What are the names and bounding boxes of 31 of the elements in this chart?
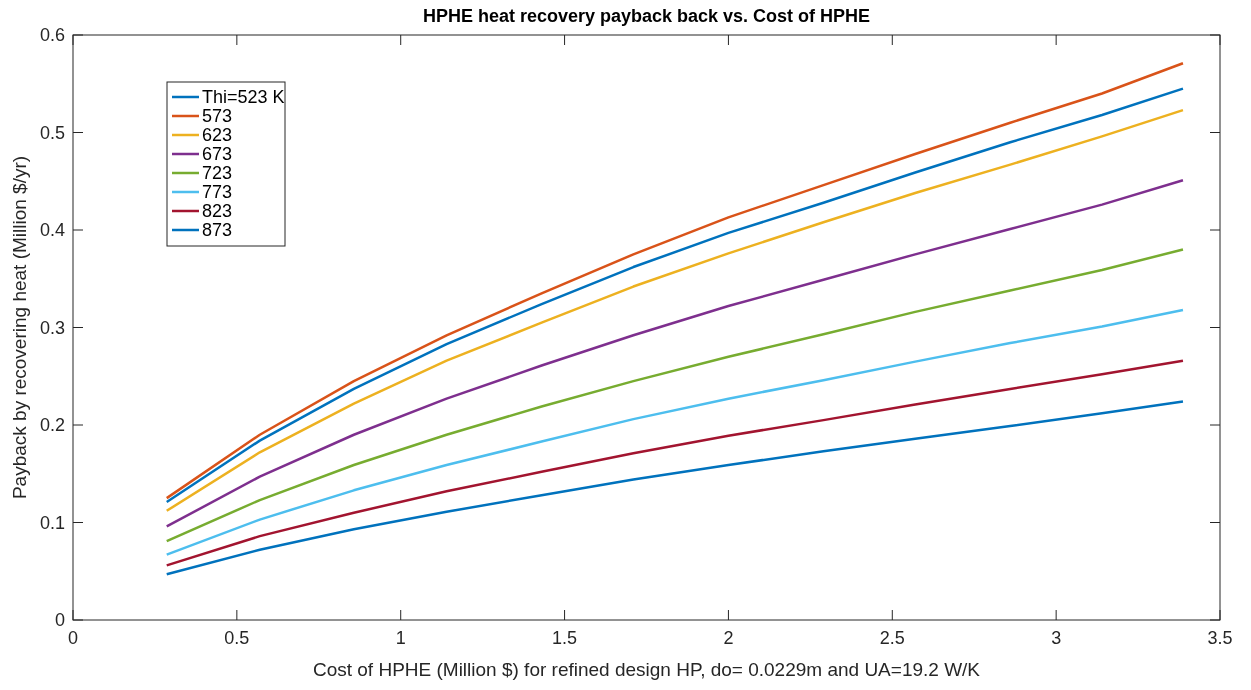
line-series xyxy=(165,179,1185,528)
x-tick-label: 2.5 xyxy=(879,628,905,648)
x-axis-title: Cost of HPHE (Million $) for refined design HP, do= 0.0229m and UA=19.2 W/K xyxy=(312,659,981,680)
legend-label: 873 xyxy=(202,220,233,241)
legend-label: 823 xyxy=(202,201,233,222)
x-tick-label: 3.5 xyxy=(1207,628,1233,648)
line-series xyxy=(165,248,1185,543)
y-tick-label: 0.5 xyxy=(39,122,65,143)
y-tick-label: 0 xyxy=(54,610,65,631)
legend-label: 573 xyxy=(202,106,233,127)
line-series xyxy=(165,359,1185,567)
legend-label: 623 xyxy=(202,125,233,146)
y-axis-title: Payback by recovering heat (Million $/yr) xyxy=(9,155,30,500)
y-tick-label: 0.2 xyxy=(39,415,65,436)
line-series xyxy=(165,308,1185,556)
x-tick-label: 3 xyxy=(1051,628,1062,648)
x-tick-label: 0.5 xyxy=(224,628,250,648)
x-tick-label: 1 xyxy=(395,628,406,648)
x-tick-label: 2 xyxy=(723,628,734,648)
x-tick-label: 1.5 xyxy=(552,628,578,648)
y-tick-label: 0.6 xyxy=(39,25,65,46)
chart-title: HPHE heat recovery payback back vs. Cost of HPHE xyxy=(422,6,871,26)
legend-label: 673 xyxy=(202,144,233,165)
x-tick-label: 0 xyxy=(67,628,79,648)
legend-label: 773 xyxy=(202,182,233,203)
y-tick-label: 0.4 xyxy=(39,220,65,241)
y-tick-label: 0.3 xyxy=(39,317,65,338)
legend-label: Thi=523 K xyxy=(202,87,285,108)
legend-label: 723 xyxy=(202,163,233,184)
line-series xyxy=(165,400,1185,576)
y-tick-label: 0.1 xyxy=(39,512,65,533)
